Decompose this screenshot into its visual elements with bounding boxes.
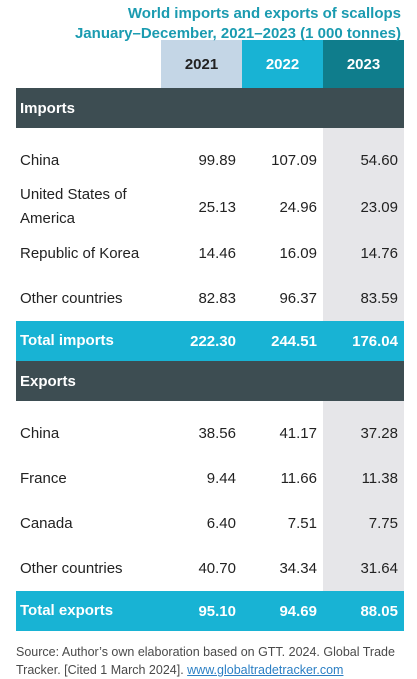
row-label: France [20, 469, 67, 487]
cell-2022: 11.66 [280, 470, 317, 487]
total-imports-2023: 176.04 [323, 321, 404, 361]
cell-2023: 54.60 [323, 138, 404, 183]
source-link[interactable]: www.globaltradetracker.com [187, 663, 344, 677]
table-row: Other countries 82.83 96.37 83.59 [16, 276, 404, 321]
total-exports-2022: 94.69 [242, 591, 323, 631]
cell-2023: 11.38 [323, 456, 404, 501]
imports-section-row: Imports [16, 88, 404, 128]
table-row: China 99.89 107.09 54.60 [16, 138, 404, 183]
imports-section-label: Imports [16, 88, 404, 128]
total-imports-2021: 222.30 [161, 321, 242, 361]
total-imports-2022: 244.51 [242, 321, 323, 361]
cell-2021: 40.70 [198, 560, 236, 577]
cell-2023: 37.28 [323, 411, 404, 456]
table-row: France 9.44 11.66 11.38 [16, 456, 404, 501]
header-2021: 2021 [161, 40, 242, 88]
row-label: Other countries [20, 289, 123, 307]
cell-2021: 9.44 [206, 470, 236, 487]
cell-2023: 83.59 [323, 276, 404, 321]
cell-2022: 7.51 [287, 515, 317, 532]
table-row: Other countries 40.70 34.34 31.64 [16, 546, 404, 591]
header-2023: 2023 [323, 40, 404, 88]
exports-section-label: Exports [16, 361, 404, 401]
table-row: China 38.56 41.17 37.28 [16, 411, 404, 456]
cell-2021: 6.40 [206, 515, 236, 532]
cell-2022: 41.17 [279, 425, 317, 442]
table-row: Republic of Korea 14.46 16.09 14.76 [16, 231, 404, 276]
cell-2021: 25.13 [198, 198, 236, 216]
table-title: World imports and exports of scallops Ja… [0, 0, 417, 42]
cell-2023: 31.64 [323, 546, 404, 591]
cell-2021: 38.56 [198, 425, 236, 442]
row-label: Canada [20, 514, 73, 532]
title-line-1: World imports and exports of scallops [127, 5, 401, 22]
source-note: Source: Author’s own elaboration based o… [16, 643, 401, 679]
total-exports-2021: 95.10 [161, 591, 242, 631]
cell-2023: 14.76 [323, 231, 404, 276]
row-label: United States of America [20, 186, 127, 227]
scallops-trade-table: 2021 2022 2023 Imports China 99.89 107.0… [16, 40, 404, 631]
total-imports-row: Total imports 222.30 244.51 176.04 [16, 321, 404, 361]
cell-2021: 82.83 [198, 290, 236, 307]
title-line-2: January–December, 2021–2023 (1 000 tonne… [74, 25, 401, 42]
total-imports-label: Total imports [16, 321, 161, 361]
exports-section-row: Exports [16, 361, 404, 401]
cell-2022: 16.09 [279, 245, 317, 262]
row-label: China [20, 424, 60, 442]
total-exports-row: Total exports 95.10 94.69 88.05 [16, 591, 404, 631]
row-label: Other countries [20, 559, 123, 577]
header-blank [16, 40, 161, 88]
row-label: Republic of Korea [20, 244, 140, 262]
table-row: Canada 6.40 7.51 7.75 [16, 501, 404, 546]
cell-2021: 14.46 [198, 245, 236, 262]
cell-2022: 107.09 [271, 152, 317, 169]
total-exports-label: Total exports [16, 591, 161, 631]
cell-2023: 7.75 [323, 501, 404, 546]
row-label: China [20, 151, 60, 169]
table-row: United States of America 25.13 24.96 23.… [16, 183, 404, 231]
header-2022: 2022 [242, 40, 323, 88]
total-exports-2023: 88.05 [323, 591, 404, 631]
cell-2022: 24.96 [279, 198, 317, 216]
header-row: 2021 2022 2023 [16, 40, 404, 88]
cell-2022: 34.34 [279, 560, 317, 577]
cell-2023: 23.09 [323, 183, 404, 231]
cell-2022: 96.37 [279, 290, 317, 307]
cell-2021: 99.89 [198, 152, 236, 169]
